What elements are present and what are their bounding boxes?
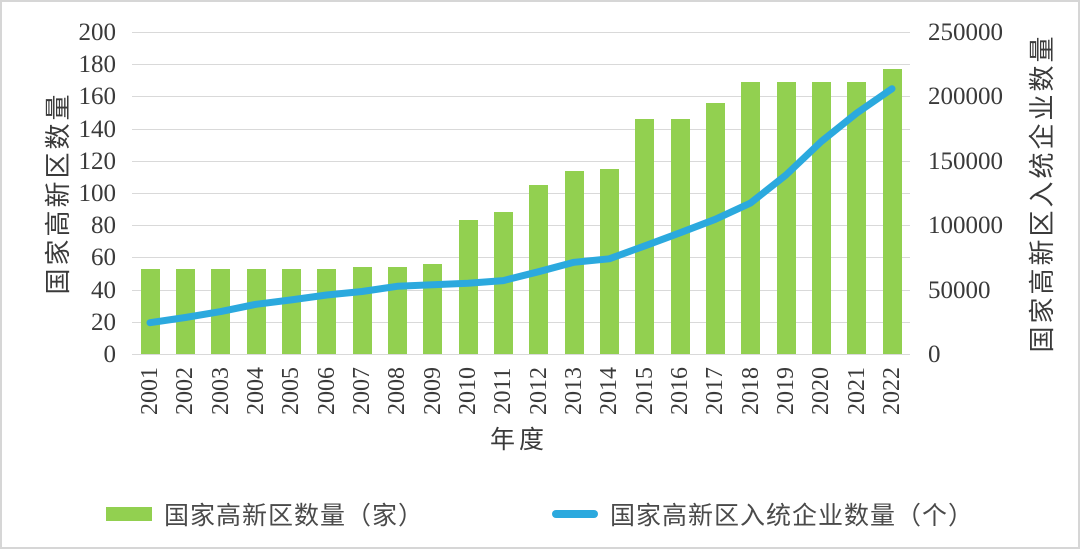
bar <box>564 170 584 354</box>
bar <box>175 268 195 354</box>
x-axis-tick-label: 2016 <box>667 367 693 415</box>
right-axis-tick-label: 100000 <box>928 212 1003 240</box>
x-axis-tick-label: 2006 <box>313 367 340 415</box>
bar <box>705 102 725 354</box>
bar-series-swatch-icon <box>105 507 152 521</box>
x-axis-tick-label: 2018 <box>737 367 764 415</box>
x-axis-tick-label: 2003 <box>207 367 234 415</box>
x-axis-tick-label: 2008 <box>384 367 411 415</box>
bar <box>776 81 796 354</box>
x-axis-tick-label: 2010 <box>455 367 481 415</box>
right-axis-tick-label: 50000 <box>928 276 991 304</box>
bar <box>423 263 443 354</box>
left-axis-tick-label: 200 <box>78 19 117 46</box>
x-axis-tick-label: 2021 <box>843 367 870 415</box>
left-axis-tick-label: 0 <box>103 341 117 368</box>
left-axis-tick-label: 100 <box>78 180 117 207</box>
x-axis-tick-label: 2009 <box>419 367 446 415</box>
x-axis-tick-label: 2017 <box>702 367 729 415</box>
left-axis-tick-label: 160 <box>78 83 117 111</box>
bar <box>741 81 761 354</box>
x-axis-tick-label: 2019 <box>773 367 799 415</box>
left-axis-tick-label: 60 <box>91 244 116 272</box>
x-axis-tick-label: 2014 <box>596 367 623 415</box>
bar <box>140 268 160 354</box>
x-axis-tick-label: 2001 <box>137 367 163 415</box>
right-axis-tick-label: 0 <box>928 341 941 368</box>
bar <box>847 81 867 354</box>
bar <box>493 212 513 354</box>
bar <box>246 268 266 354</box>
right-axis-tick-label: 250000 <box>928 19 1003 46</box>
left-axis-tick-label: 20 <box>91 308 116 336</box>
bar <box>281 268 301 354</box>
x-axis-tick-label: 2011 <box>490 367 517 415</box>
bar <box>635 118 655 354</box>
bar <box>352 267 372 354</box>
bar <box>211 268 231 354</box>
legend-label-bars: 国家高新区数量（家） <box>163 503 424 530</box>
bar <box>599 168 619 354</box>
gridline <box>132 64 910 66</box>
left-axis-tick-label: 120 <box>78 147 117 175</box>
legend-item-line: 国家高新区入统企业数量（个） <box>552 496 974 532</box>
right-axis-title: 国家高新区入统企业数量 <box>1028 33 1057 353</box>
right-axis-tick-label: 200000 <box>928 83 1003 111</box>
left-axis-title: 国家高新区数量 <box>44 91 73 295</box>
bar <box>458 220 478 354</box>
x-axis-tick-label: 2015 <box>631 367 658 415</box>
x-axis-tick-label: 2005 <box>278 367 305 415</box>
bar <box>811 81 831 354</box>
line-series-swatch-icon <box>552 510 598 518</box>
x-axis-tick-label: 2020 <box>808 367 835 415</box>
gridline <box>132 32 910 33</box>
x-axis-tick-label: 2022 <box>879 367 905 415</box>
x-axis-tick-label: 2004 <box>243 367 269 415</box>
legend-label-line: 国家高新区入统企业数量（个） <box>610 503 975 530</box>
bar <box>882 69 902 354</box>
bar <box>529 184 549 354</box>
x-axis-tick-label: 2007 <box>349 367 375 415</box>
legend-item-bars: 国家高新区数量（家） <box>105 496 424 532</box>
left-axis-tick-label: 140 <box>78 115 117 143</box>
x-axis-tick-label: 2002 <box>172 367 199 415</box>
right-axis-tick-label: 150000 <box>928 147 1003 175</box>
left-axis-tick-label: 80 <box>91 212 116 240</box>
left-axis-tick-label: 180 <box>78 51 117 79</box>
x-axis-tick-label: 2012 <box>525 367 552 415</box>
left-axis-tick-label: 40 <box>91 276 116 304</box>
legend: 国家高新区数量（家） 国家高新区入统企业数量（个） <box>2 496 1078 532</box>
bar <box>317 268 337 354</box>
x-axis-tick-label: 2013 <box>561 367 587 415</box>
bar <box>670 118 690 354</box>
x-axis-title: 年度 <box>489 427 549 454</box>
gridline <box>132 354 910 355</box>
bar <box>387 267 407 354</box>
